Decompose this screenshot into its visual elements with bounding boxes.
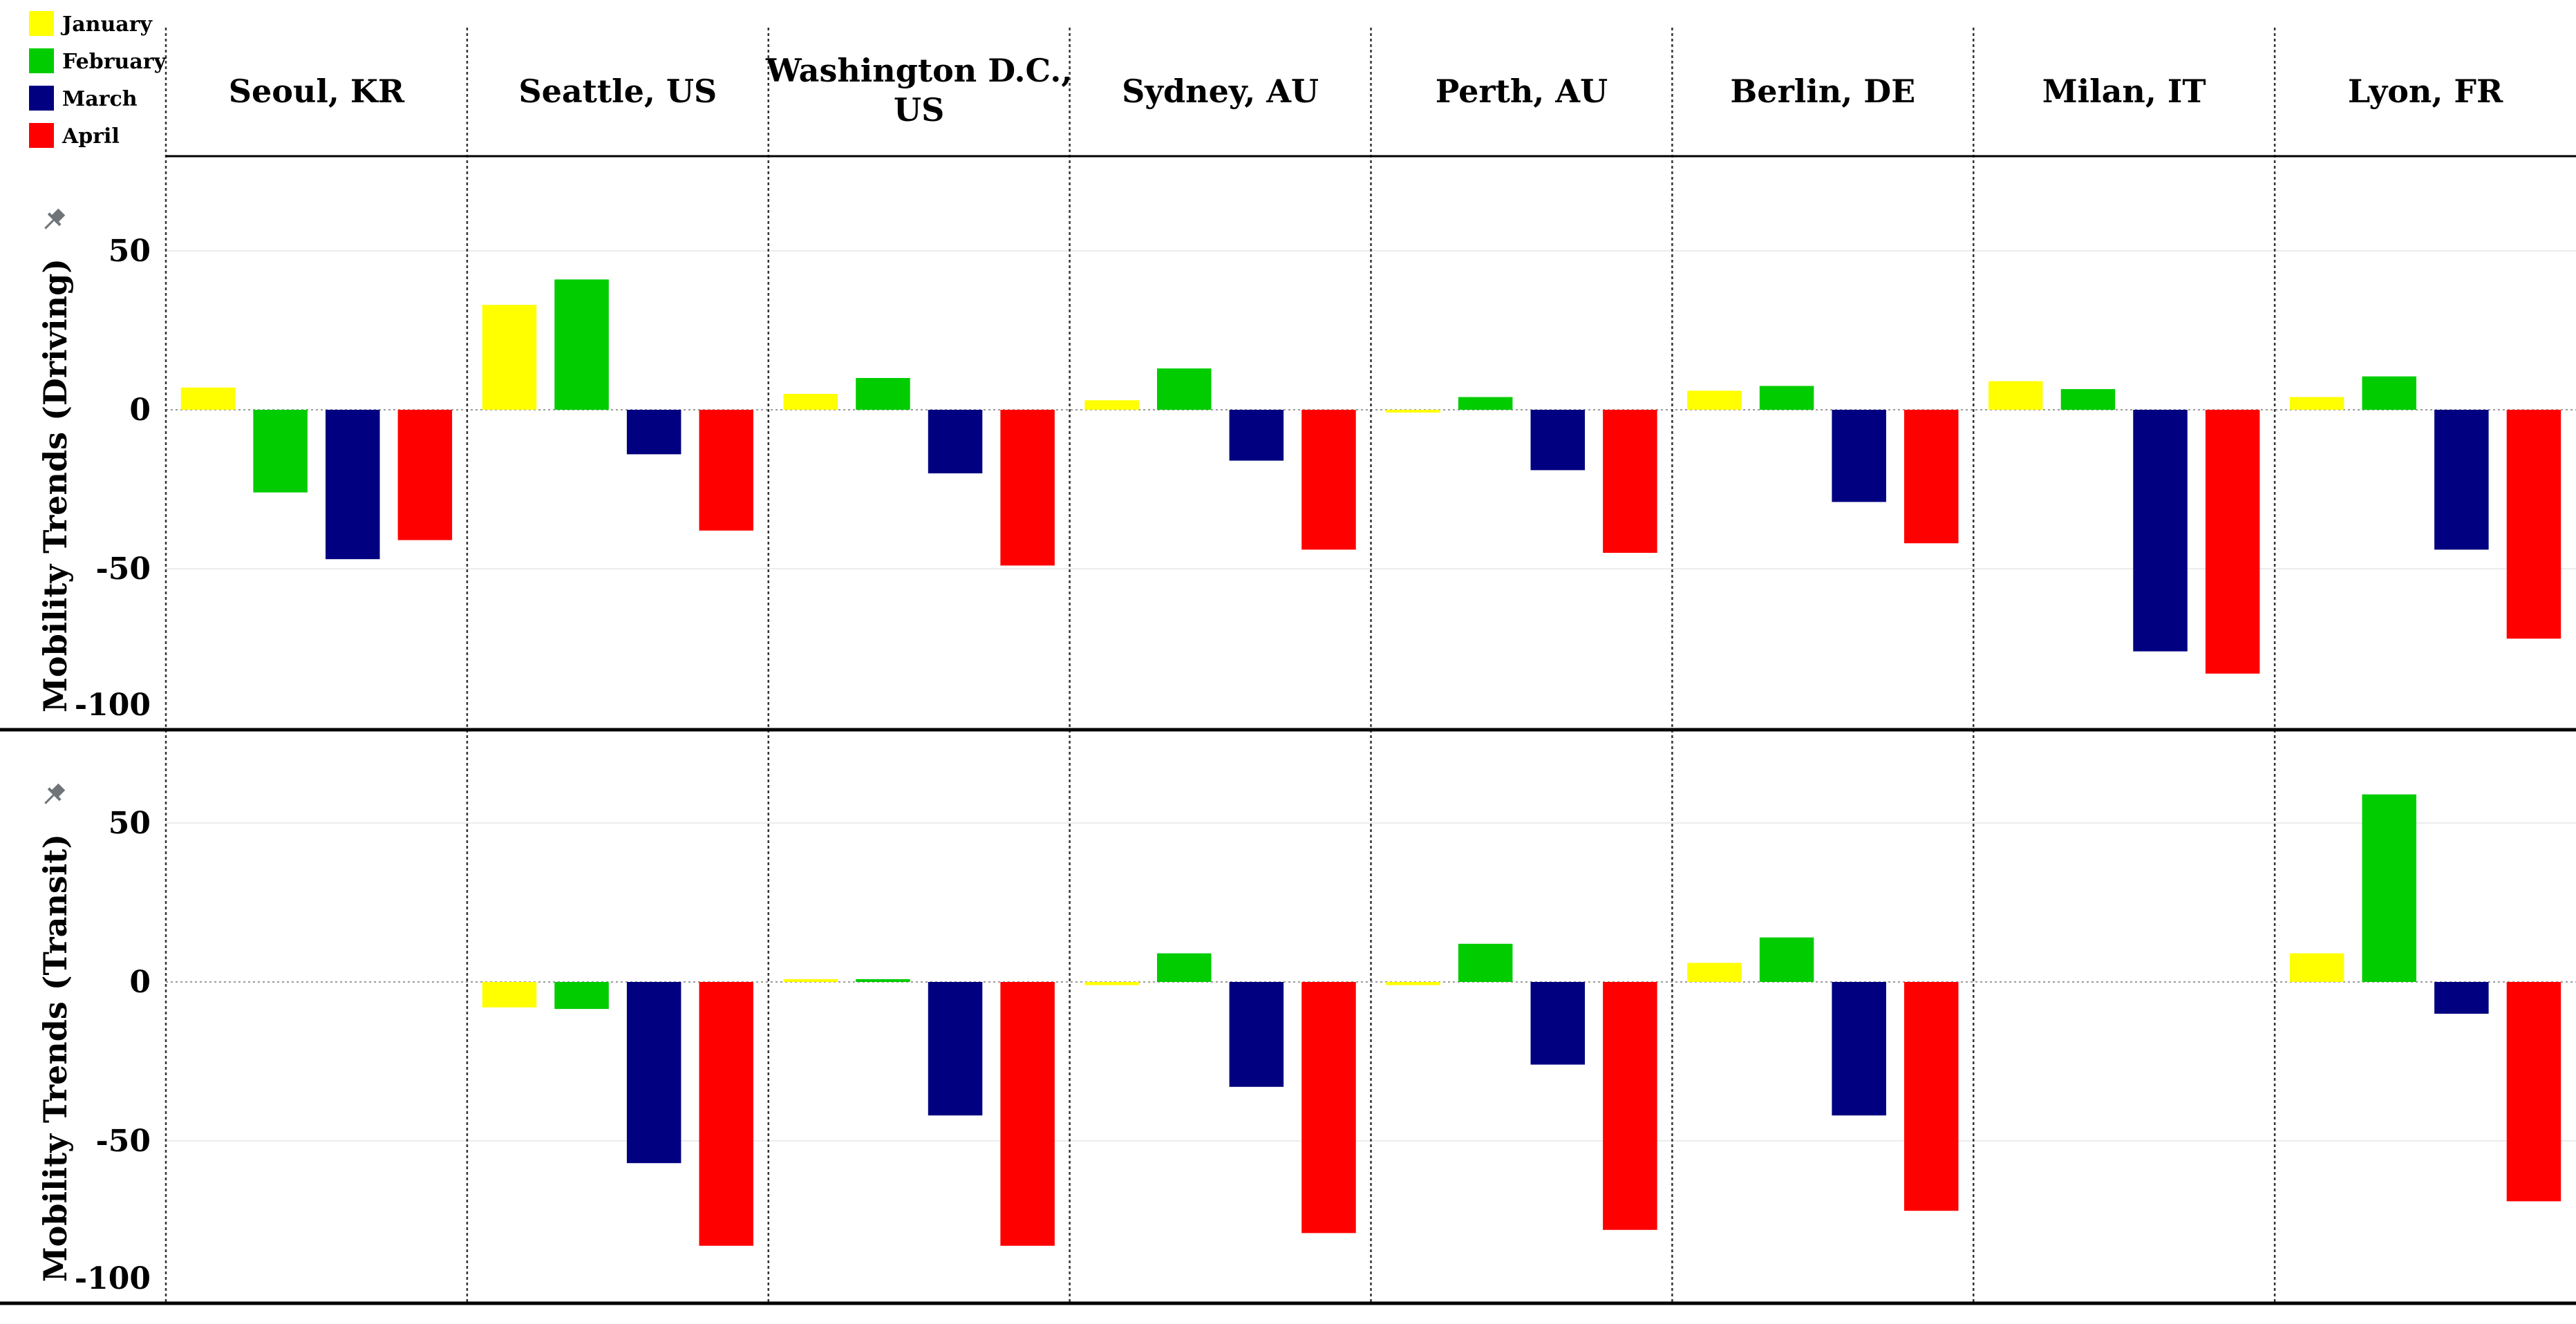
city-label: Milan, IT (2042, 73, 2206, 110)
city-label-line: US (894, 91, 944, 129)
bar (2289, 953, 2344, 982)
y-tick-label: -100 (75, 688, 151, 723)
y-tick-label: 0 (129, 965, 151, 1000)
bar (856, 378, 910, 410)
bar (1000, 982, 1055, 1246)
city-label-line: Washington D.C., (765, 52, 1072, 89)
bar (2506, 982, 2561, 1202)
bar (2289, 397, 2344, 410)
bar (1229, 982, 1284, 1087)
city-label: Sydney, AU (1122, 73, 1319, 110)
bar (2205, 410, 2260, 674)
bar (1084, 400, 1139, 410)
bar (1530, 982, 1585, 1065)
bar (1687, 963, 1742, 982)
bar (2060, 389, 2116, 410)
bar (2362, 794, 2416, 982)
bar (1904, 410, 1959, 544)
legend-label: February (62, 50, 167, 74)
legend-swatch (29, 48, 54, 73)
bar (1687, 390, 1742, 410)
bar (1229, 410, 1284, 461)
bar (482, 982, 537, 1008)
bar (928, 410, 983, 473)
bar (783, 394, 838, 410)
legend-label: April (62, 124, 120, 149)
y-axis-title: Mobility Trends (Transit) (37, 834, 74, 1283)
bar (1458, 943, 1513, 982)
city-label: Lyon, FR (2348, 73, 2503, 110)
pin-icon-collar (47, 787, 62, 802)
y-tick-label: -50 (96, 1124, 151, 1159)
bar (2506, 410, 2561, 639)
bar (626, 410, 681, 455)
bar (856, 979, 910, 982)
pin-icon (44, 208, 66, 229)
y-tick-label: 50 (109, 234, 151, 269)
pin-icon-needle (44, 219, 55, 229)
bar (397, 410, 453, 540)
bar (554, 279, 609, 410)
bar (2434, 410, 2489, 550)
bar (626, 982, 681, 1164)
legend-label: January (60, 12, 153, 37)
bar (1301, 410, 1356, 550)
legend-label: March (62, 87, 138, 111)
bar (326, 410, 380, 560)
pin-icon (44, 783, 66, 804)
bar (699, 410, 753, 531)
y-tick-label: -100 (75, 1261, 151, 1296)
bar (1458, 397, 1513, 410)
pin-icon-collar (47, 212, 62, 227)
city-label: Seattle, US (518, 73, 717, 110)
legend-swatch (29, 86, 54, 111)
bar (1157, 953, 1212, 982)
bar (2133, 410, 2188, 652)
bar (1759, 937, 1814, 982)
bar (482, 305, 537, 410)
bar (1530, 410, 1585, 471)
y-tick-label: -50 (96, 551, 151, 587)
bar (1603, 982, 1657, 1230)
bar (699, 982, 753, 1246)
bar (1386, 982, 1440, 985)
legend-swatch (29, 11, 54, 36)
y-tick-label: 50 (109, 806, 151, 841)
legend-swatch (29, 123, 54, 148)
bar (928, 982, 983, 1116)
city-label: Berlin, DE (1730, 73, 1915, 110)
bar (1832, 410, 1886, 502)
bar (1301, 982, 1356, 1233)
bar (1000, 410, 1055, 566)
bar (2362, 376, 2416, 410)
bar (554, 982, 609, 1010)
bar (1989, 381, 2043, 410)
bar (1904, 982, 1959, 1211)
bar (2434, 982, 2489, 1014)
city-label: Seoul, KR (229, 73, 405, 110)
bar (253, 410, 308, 493)
bar (180, 387, 236, 410)
y-axis-title: Mobility Trends (Driving) (37, 258, 74, 712)
bar (1084, 982, 1139, 985)
bar (1832, 982, 1886, 1116)
city-label: Perth, AU (1436, 73, 1608, 110)
bar (1386, 410, 1440, 413)
bar (1157, 368, 1212, 410)
y-tick-label: 0 (129, 393, 151, 428)
bar (1759, 386, 1814, 410)
bar (783, 979, 838, 982)
bar (1603, 410, 1657, 553)
pin-icon-needle (44, 794, 55, 804)
